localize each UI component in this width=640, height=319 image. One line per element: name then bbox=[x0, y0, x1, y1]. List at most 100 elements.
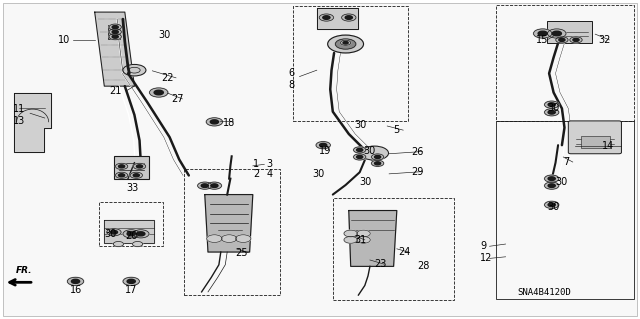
Text: 27: 27 bbox=[172, 94, 184, 104]
Text: 21: 21 bbox=[109, 86, 121, 96]
Bar bbox=[184, 169, 280, 295]
Circle shape bbox=[127, 232, 135, 236]
Text: 2: 2 bbox=[253, 169, 260, 179]
Text: 30: 30 bbox=[104, 228, 116, 239]
Circle shape bbox=[236, 235, 251, 242]
Circle shape bbox=[559, 38, 565, 41]
Circle shape bbox=[115, 172, 128, 178]
Polygon shape bbox=[104, 220, 154, 243]
Circle shape bbox=[109, 29, 122, 35]
Text: 30: 30 bbox=[354, 120, 366, 130]
Circle shape bbox=[545, 182, 559, 189]
Polygon shape bbox=[317, 8, 358, 29]
Circle shape bbox=[113, 241, 124, 247]
Circle shape bbox=[221, 235, 237, 242]
Bar bbox=[108, 25, 120, 39]
Text: 14: 14 bbox=[602, 141, 614, 151]
Circle shape bbox=[357, 237, 370, 243]
Circle shape bbox=[319, 14, 333, 21]
Circle shape bbox=[328, 35, 364, 53]
Text: 30: 30 bbox=[547, 103, 559, 114]
Circle shape bbox=[374, 162, 381, 165]
Text: 17: 17 bbox=[125, 285, 138, 295]
Circle shape bbox=[207, 182, 221, 189]
Circle shape bbox=[198, 182, 212, 189]
Text: 11: 11 bbox=[13, 104, 25, 114]
Polygon shape bbox=[205, 195, 253, 252]
Circle shape bbox=[127, 279, 135, 283]
Circle shape bbox=[150, 88, 168, 97]
Bar bbox=[293, 6, 408, 121]
Circle shape bbox=[356, 155, 363, 159]
Circle shape bbox=[573, 38, 579, 41]
Circle shape bbox=[545, 109, 559, 116]
Text: 30: 30 bbox=[555, 177, 567, 188]
Bar bbox=[99, 202, 163, 246]
Circle shape bbox=[374, 155, 381, 159]
Text: 13: 13 bbox=[13, 115, 25, 126]
Circle shape bbox=[123, 64, 146, 76]
Text: 31: 31 bbox=[354, 235, 366, 245]
Circle shape bbox=[133, 174, 140, 177]
Circle shape bbox=[132, 230, 149, 238]
Circle shape bbox=[110, 230, 118, 234]
Circle shape bbox=[353, 147, 366, 153]
Text: 19: 19 bbox=[319, 145, 331, 156]
Text: 23: 23 bbox=[374, 259, 387, 269]
Circle shape bbox=[548, 177, 556, 181]
Circle shape bbox=[72, 279, 79, 283]
Circle shape bbox=[123, 277, 140, 286]
Circle shape bbox=[133, 163, 146, 169]
Circle shape bbox=[356, 148, 363, 152]
Text: 3: 3 bbox=[266, 159, 273, 169]
Text: 7: 7 bbox=[563, 157, 570, 167]
Bar bbox=[114, 156, 149, 179]
Circle shape bbox=[548, 203, 556, 207]
Text: 30: 30 bbox=[547, 202, 559, 212]
Circle shape bbox=[154, 90, 163, 95]
Text: 30: 30 bbox=[312, 169, 324, 179]
Circle shape bbox=[371, 154, 384, 160]
Text: 24: 24 bbox=[398, 247, 410, 257]
Bar bbox=[496, 121, 634, 299]
Circle shape bbox=[112, 35, 118, 38]
Circle shape bbox=[344, 230, 358, 237]
Circle shape bbox=[109, 24, 122, 30]
Circle shape bbox=[343, 41, 348, 44]
Circle shape bbox=[206, 118, 223, 126]
Circle shape bbox=[132, 241, 143, 247]
FancyBboxPatch shape bbox=[568, 121, 621, 154]
Circle shape bbox=[211, 184, 218, 188]
Text: 10: 10 bbox=[58, 35, 70, 45]
Text: 6: 6 bbox=[288, 68, 294, 78]
Text: 15: 15 bbox=[536, 35, 548, 45]
Circle shape bbox=[323, 16, 330, 19]
Circle shape bbox=[545, 175, 559, 182]
Text: FR.: FR. bbox=[16, 266, 33, 275]
Text: 25: 25 bbox=[235, 248, 248, 258]
Circle shape bbox=[136, 165, 143, 168]
Circle shape bbox=[107, 229, 121, 236]
Circle shape bbox=[360, 146, 388, 160]
Circle shape bbox=[534, 29, 552, 38]
Text: 5: 5 bbox=[394, 125, 400, 135]
Circle shape bbox=[207, 235, 222, 242]
Text: 30: 30 bbox=[363, 146, 375, 156]
Circle shape bbox=[112, 30, 118, 33]
Polygon shape bbox=[14, 93, 51, 152]
Circle shape bbox=[112, 26, 118, 29]
Text: 22: 22 bbox=[161, 73, 174, 83]
Circle shape bbox=[548, 184, 556, 188]
Circle shape bbox=[570, 37, 582, 43]
Text: 30: 30 bbox=[360, 177, 372, 188]
Circle shape bbox=[123, 230, 140, 238]
Circle shape bbox=[335, 39, 356, 49]
Circle shape bbox=[548, 110, 556, 114]
Text: 29: 29 bbox=[411, 167, 423, 177]
Text: 20: 20 bbox=[125, 231, 137, 241]
Circle shape bbox=[211, 120, 218, 124]
Circle shape bbox=[115, 163, 128, 169]
Circle shape bbox=[67, 277, 84, 286]
Text: 1: 1 bbox=[253, 159, 260, 169]
Text: 33: 33 bbox=[126, 183, 138, 193]
